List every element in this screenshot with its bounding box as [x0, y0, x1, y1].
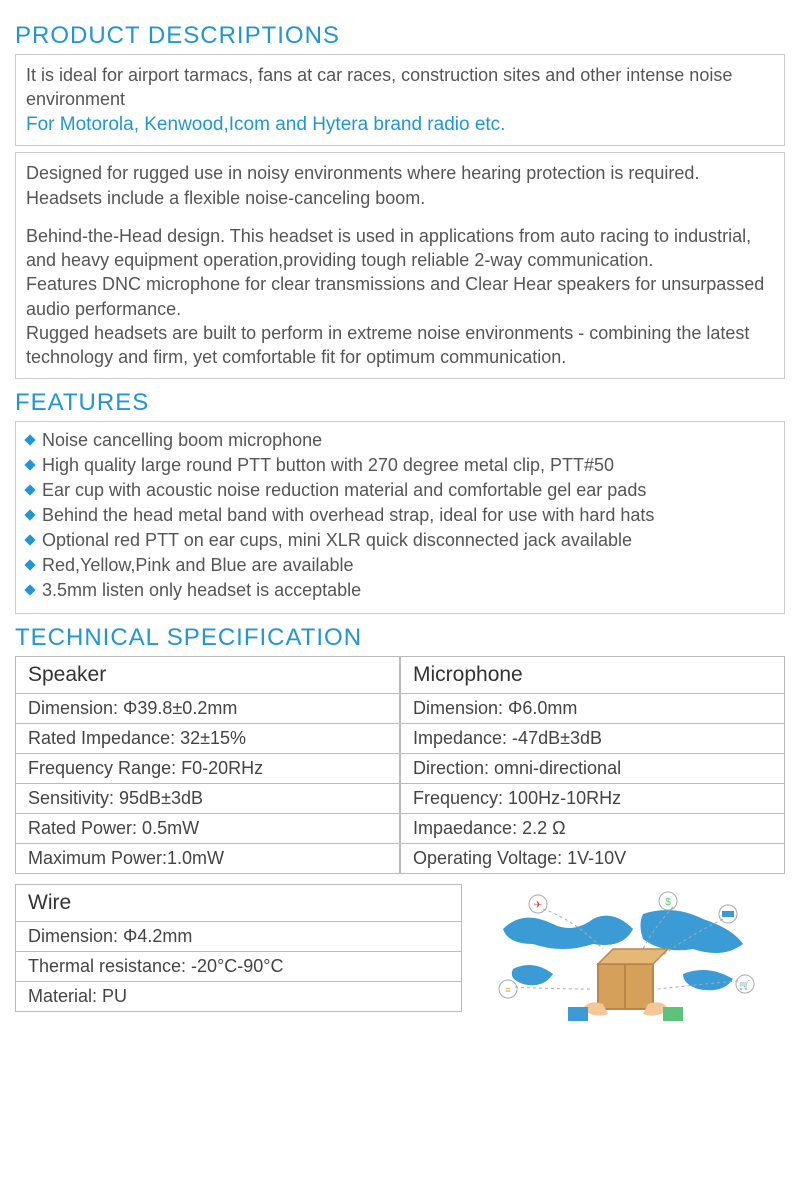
table-row: Operating Voltage: 1V-10V [401, 843, 785, 873]
microphone-header: Microphone [401, 656, 785, 693]
description-box-1: It is ideal for airport tarmacs, fans at… [15, 54, 785, 146]
table-row: Direction: omni-directional [401, 753, 785, 783]
svg-text:≡: ≡ [506, 985, 511, 995]
table-row: Thermal resistance: -20°C-90°C [16, 951, 462, 981]
desc-body3: Features DNC microphone for clear transm… [26, 272, 774, 321]
speaker-table: Speaker Dimension: Φ39.8±0.2mm Rated Imp… [15, 656, 400, 874]
desc-intro: It is ideal for airport tarmacs, fans at… [26, 63, 774, 112]
feature-text: Optional red PTT on ear cups, mini XLR q… [42, 530, 632, 550]
svg-text:✈: ✈ [534, 900, 542, 911]
table-row: Impedance: -47dB±3dB [401, 723, 785, 753]
features-title: FEATURES [15, 389, 785, 417]
features-box: Noise cancelling boom microphone High qu… [15, 421, 785, 614]
desc-body1: Designed for rugged use in noisy environ… [26, 161, 774, 210]
bullet-icon [24, 584, 35, 595]
table-row: Rated Power: 0.5mW [16, 813, 400, 843]
bullet-icon [24, 559, 35, 570]
desc-brand-line: For Motorola, Kenwood,Icom and Hytera br… [26, 112, 774, 138]
microphone-table: Microphone Dimension: Φ6.0mm Impedance: … [400, 656, 785, 874]
feature-text: Behind the head metal band with overhead… [42, 505, 654, 525]
feature-item: High quality large round PTT button with… [26, 453, 774, 478]
world-shipping-icon: ✈ $ 🛒 ≡ [483, 889, 763, 1039]
table-row: Material: PU [16, 981, 462, 1011]
spec-tables-row: Speaker Dimension: Φ39.8±0.2mm Rated Imp… [15, 656, 785, 874]
table-row: Frequency: 100Hz-10RHz [401, 783, 785, 813]
table-row: Dimension: Φ4.2mm [16, 921, 462, 951]
feature-item: Optional red PTT on ear cups, mini XLR q… [26, 528, 774, 553]
bullet-icon [24, 434, 35, 445]
table-row: Dimension: Φ6.0mm [401, 693, 785, 723]
feature-text: High quality large round PTT button with… [42, 455, 614, 475]
table-row: Rated Impedance: 32±15% [16, 723, 400, 753]
desc-body4: Rugged headsets are built to perform in … [26, 321, 774, 370]
feature-text: Noise cancelling boom microphone [42, 430, 322, 450]
technical-title: TECHNICAL SPECIFICATION [15, 624, 785, 652]
desc-body2: Behind-the-Head design. This headset is … [26, 224, 774, 273]
bullet-icon [24, 459, 35, 470]
table-row: Frequency Range: F0-20RHz [16, 753, 400, 783]
table-row: Impaedance: 2.2 Ω [401, 813, 785, 843]
wire-header: Wire [16, 884, 462, 921]
svg-text:$: $ [666, 897, 672, 908]
shipping-illustration: ✈ $ 🛒 ≡ [462, 884, 785, 1044]
table-row: Dimension: Φ39.8±0.2mm [16, 693, 400, 723]
wire-row: Wire Dimension: Φ4.2mm Thermal resistanc… [15, 884, 785, 1044]
feature-text: Ear cup with acoustic noise reduction ma… [42, 480, 646, 500]
speaker-header: Speaker [16, 656, 400, 693]
description-box-2: Designed for rugged use in noisy environ… [15, 152, 785, 378]
feature-item: Ear cup with acoustic noise reduction ma… [26, 478, 774, 503]
feature-item: Red,Yellow,Pink and Blue are available [26, 553, 774, 578]
table-row: Maximum Power:1.0mW [16, 843, 400, 873]
feature-item: Noise cancelling boom microphone [26, 428, 774, 453]
bullet-icon [24, 534, 35, 545]
bullet-icon [24, 509, 35, 520]
wire-table: Wire Dimension: Φ4.2mm Thermal resistanc… [15, 884, 462, 1012]
bullet-icon [24, 484, 35, 495]
svg-text:🛒: 🛒 [740, 979, 751, 990]
feature-item: Behind the head metal band with overhead… [26, 503, 774, 528]
feature-text: Red,Yellow,Pink and Blue are available [42, 555, 354, 575]
product-descriptions-title: PRODUCT DESCRIPTIONS [15, 22, 785, 50]
feature-text: 3.5mm listen only headset is acceptable [42, 580, 361, 600]
table-row: Sensitivity: 95dB±3dB [16, 783, 400, 813]
feature-item: 3.5mm listen only headset is acceptable [26, 578, 774, 603]
